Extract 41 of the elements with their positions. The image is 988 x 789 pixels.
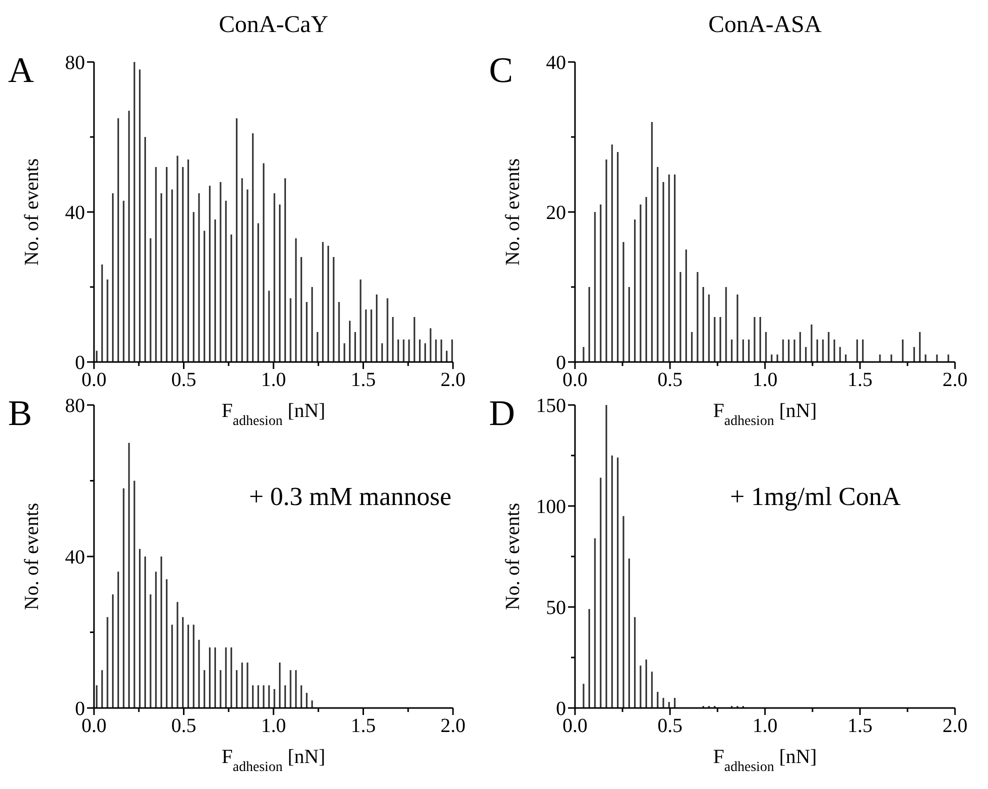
y-tick-label: 20 xyxy=(546,202,566,224)
chart-title: ConA-CaY xyxy=(218,12,328,38)
text: D xyxy=(489,393,515,433)
y-tick-label: 50 xyxy=(546,597,566,619)
x-tick-label: 2.0 xyxy=(440,369,466,391)
annotation: + 1mg/ml ConA xyxy=(730,482,901,511)
x-tick-label: 1.5 xyxy=(848,715,872,737)
x-tick-label: 2.0 xyxy=(942,369,968,391)
y-tick-label: 100 xyxy=(536,496,566,518)
x-axis-title: F$_{adhesion}$ [nN] xyxy=(713,400,817,428)
x-tick-label: 2.0 xyxy=(440,715,466,737)
x-tick-label: 1.5 xyxy=(350,715,376,737)
text: A xyxy=(8,50,34,90)
y-axis-title: No. of events xyxy=(21,502,43,610)
y-tick-label: 40 xyxy=(546,52,566,74)
x-tick-label: 1.5 xyxy=(350,369,376,391)
x-tick-label: 1.5 xyxy=(848,369,872,391)
annotation: + 0.3 mM mannose xyxy=(249,482,452,511)
x-tick-label: 1.0 xyxy=(261,715,286,737)
chart-title: ConA-ASA xyxy=(708,12,822,38)
y-tick-label: 40 xyxy=(65,546,85,568)
x-tick-label: 2.0 xyxy=(942,715,968,737)
y-tick-label: 80 xyxy=(65,395,85,417)
y-axis-title: No. of events xyxy=(21,158,43,266)
text: B xyxy=(8,393,32,433)
x-tick-label: 1.0 xyxy=(752,715,778,737)
x-tick-label: 1.0 xyxy=(752,369,778,391)
y-tick-label: 150 xyxy=(536,395,566,417)
x-axis-title: F$_{adhesion}$ [nN] xyxy=(222,400,326,428)
x-tick-label: 0.5 xyxy=(658,369,682,391)
y-tick-label: 40 xyxy=(65,202,85,224)
x-tick-label: 0.5 xyxy=(171,715,196,737)
y-tick-label: 80 xyxy=(65,52,85,74)
x-axis-title: F$_{adhesion}$ [nN] xyxy=(222,746,326,774)
x-tick-label: 0.5 xyxy=(658,715,682,737)
x-tick-label: 1.0 xyxy=(261,369,286,391)
text: C xyxy=(489,50,514,90)
x-tick-label: 0.5 xyxy=(171,369,196,391)
y-axis-title: No. of events xyxy=(502,158,524,266)
x-axis-title: F$_{adhesion}$ [nN] xyxy=(713,746,817,774)
y-axis-title: No. of events xyxy=(502,502,524,610)
